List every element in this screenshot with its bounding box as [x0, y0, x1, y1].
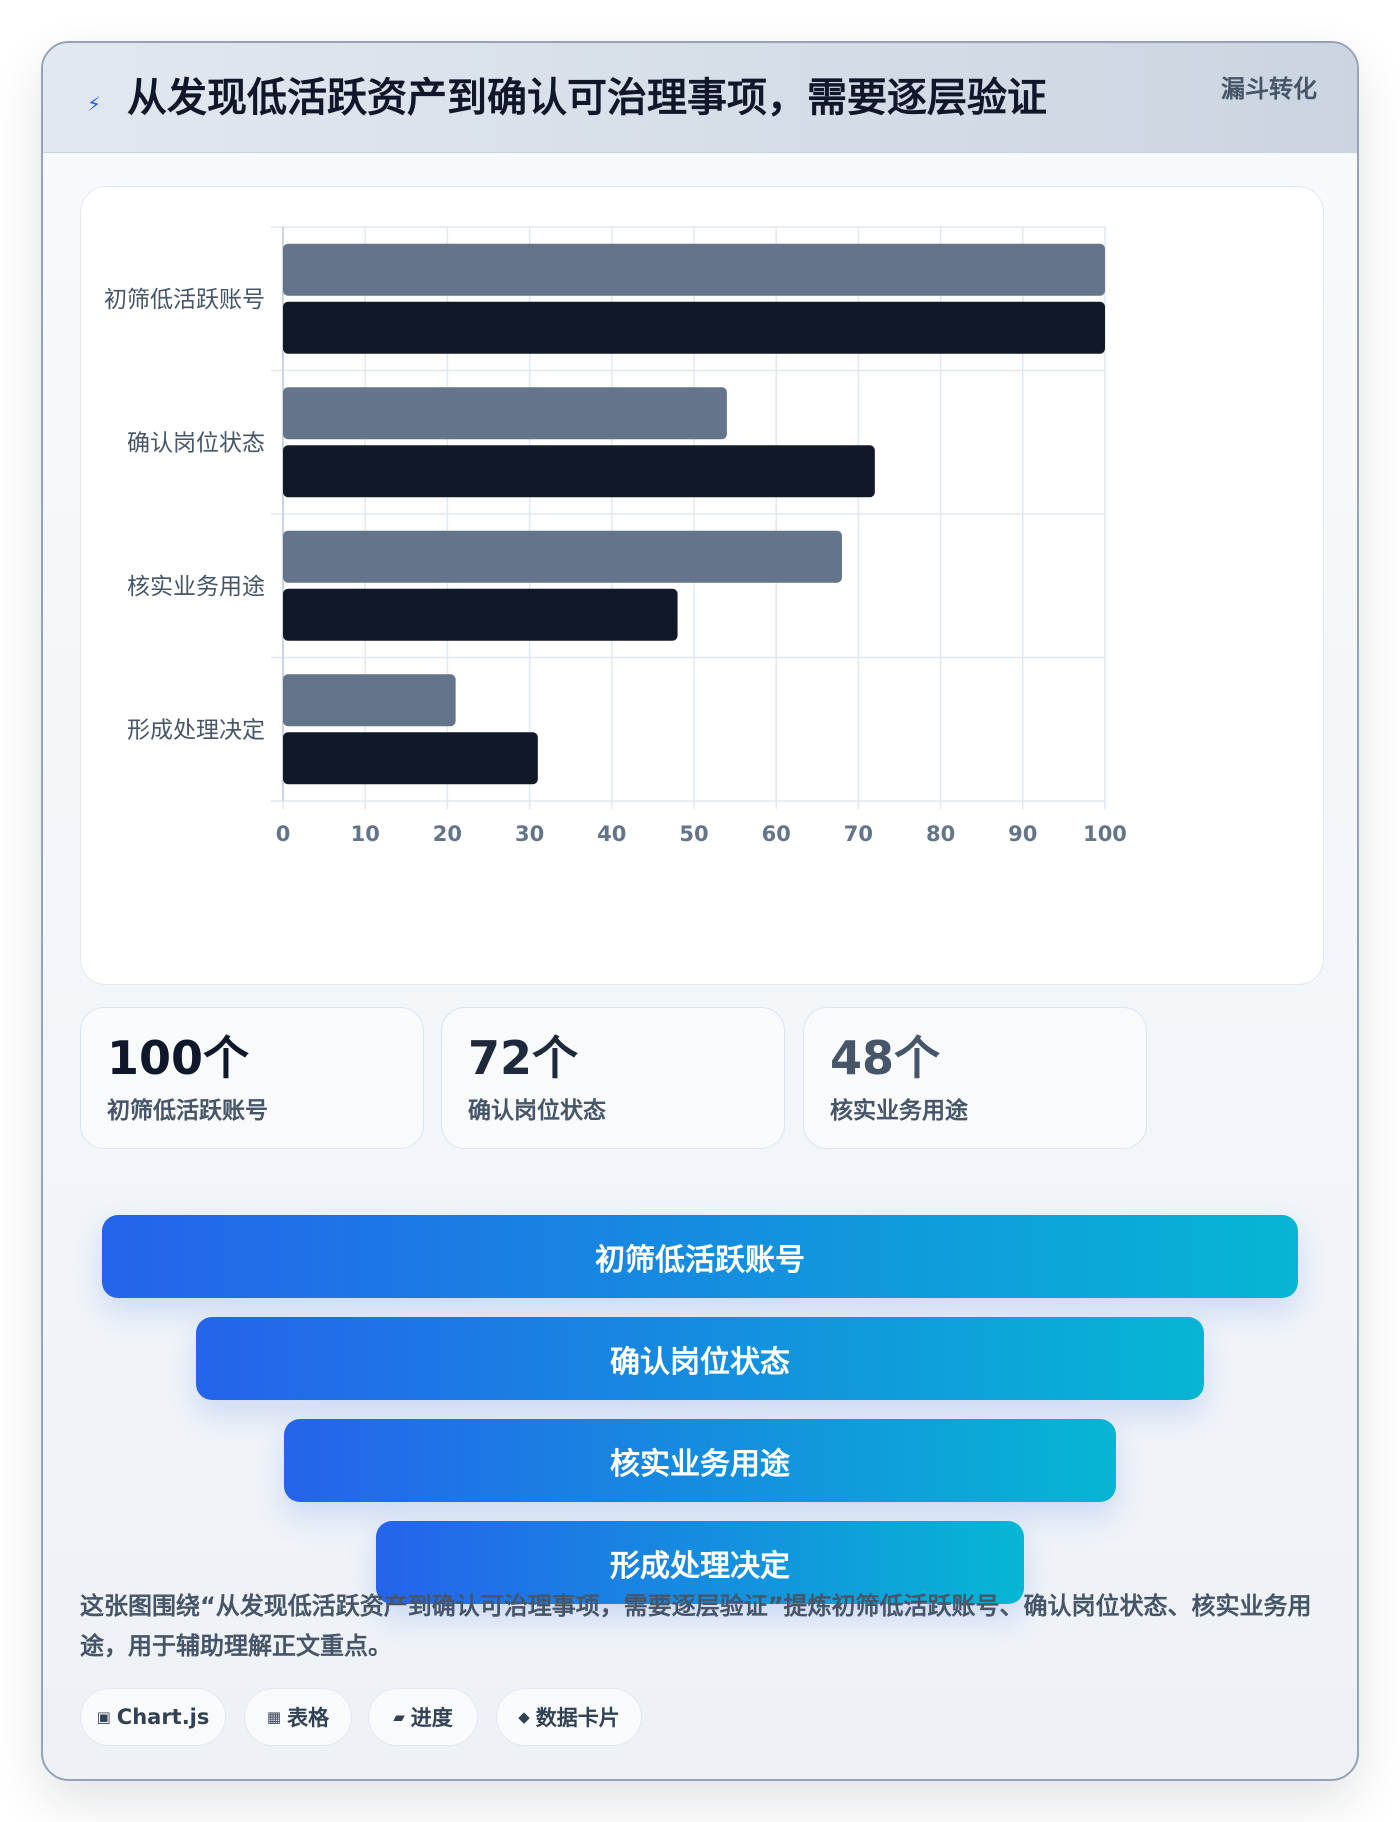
chip-label: 数据卡片 [535, 1706, 620, 1730]
funnel-stage-3: 形成处理决定 [376, 1521, 1024, 1604]
y-tick-label: 核实业务用途 [127, 574, 265, 600]
stat-value: 48个 [830, 1031, 941, 1085]
bar-chart: 0 10 20 30 40 50 60 70 80 90 100 初筛低活跃账号确认岗位状态核实业务用… [104, 226, 1127, 846]
progress-icon: ▰ [393, 1708, 405, 1726]
x-tick-label: 70 [844, 822, 873, 846]
y-tick-label: 确认岗位状态 [127, 430, 265, 456]
stat-card-0: 100个 初筛低活跃账号 [80, 1007, 424, 1149]
x-tick-label: 20 [433, 822, 462, 846]
chip-label: Chart.js [116, 1705, 210, 1729]
x-tick-label: 0 [276, 822, 291, 846]
x-tick-label: 80 [926, 822, 955, 846]
x-tick-label: 40 [597, 822, 626, 846]
chip-progress[interactable]: ▰ 进度 [368, 1688, 478, 1746]
y-tick-label: 形成处理决定 [127, 717, 265, 743]
bar [283, 732, 538, 785]
bar [283, 588, 678, 641]
stat-label: 核实业务用途 [830, 1098, 968, 1124]
bar [283, 301, 1105, 354]
table-icon: ▦ [266, 1708, 282, 1726]
stat-value: 100个 [107, 1031, 250, 1085]
lightning-icon: ⚡ [87, 92, 102, 116]
stat-label: 确认岗位状态 [468, 1098, 606, 1124]
chip-label: 表格 [287, 1706, 330, 1730]
chart-type-tag: 漏斗转化 [1221, 75, 1317, 103]
funnel-stage-1: 确认岗位状态 [196, 1317, 1204, 1400]
summary-text: 这张图围绕“从发现低活跃资产到确认可治理事项，需要逐层验证”提炼初筛低活跃账号、… [80, 1592, 1312, 1660]
chart-panel: 0 10 20 30 40 50 60 70 80 90 100 初筛低活跃账号确认岗位状态 核实业务用… [80, 186, 1324, 985]
card-header: ⚡ 从发现低活跃资产到确认可治理事项，需要逐层验证 漏斗转化 [43, 43, 1357, 153]
bar [283, 243, 1105, 296]
stat-value: 72个 [468, 1031, 579, 1085]
x-tick-label: 90 [1008, 822, 1037, 846]
x-tick-label: 10 [351, 822, 380, 846]
x-tick-label: 100 [1083, 822, 1127, 846]
x-tick-label: 30 [515, 822, 544, 846]
chip-chartjs[interactable]: ▣ Chart.js [80, 1688, 226, 1746]
y-tick-label: 初筛低活跃账号 [104, 287, 265, 313]
bar [283, 674, 456, 727]
stat-card-1: 72个 确认岗位状态 [441, 1007, 785, 1149]
stat-card-2: 48个 核实业务用途 [803, 1007, 1147, 1149]
chart-icon: ▣ [96, 1708, 111, 1726]
chart-card: ⚡ 从发现低活跃资产到确认可治理事项，需要逐层验证 漏斗转化 0 10 20 30 40… [41, 41, 1359, 1781]
bar [283, 530, 842, 583]
bar [283, 445, 875, 498]
stat-label: 初筛低活跃账号 [107, 1098, 268, 1124]
funnel-stage-2: 核实业务用途 [284, 1419, 1116, 1502]
chip-data-card[interactable]: ◆ 数据卡片 [496, 1688, 642, 1746]
chip-label: 进度 [410, 1706, 453, 1730]
chip-table[interactable]: ▦ 表格 [244, 1688, 352, 1746]
funnel-stage-0: 初筛低活跃账号 [102, 1215, 1298, 1298]
page-title: 从发现低活跃资产到确认可治理事项，需要逐层验证 [127, 75, 1047, 121]
bar [283, 387, 727, 440]
x-tick-label: 60 [762, 822, 791, 846]
data-card-icon: ◆ [518, 1708, 530, 1726]
x-tick-label: 50 [679, 822, 708, 846]
